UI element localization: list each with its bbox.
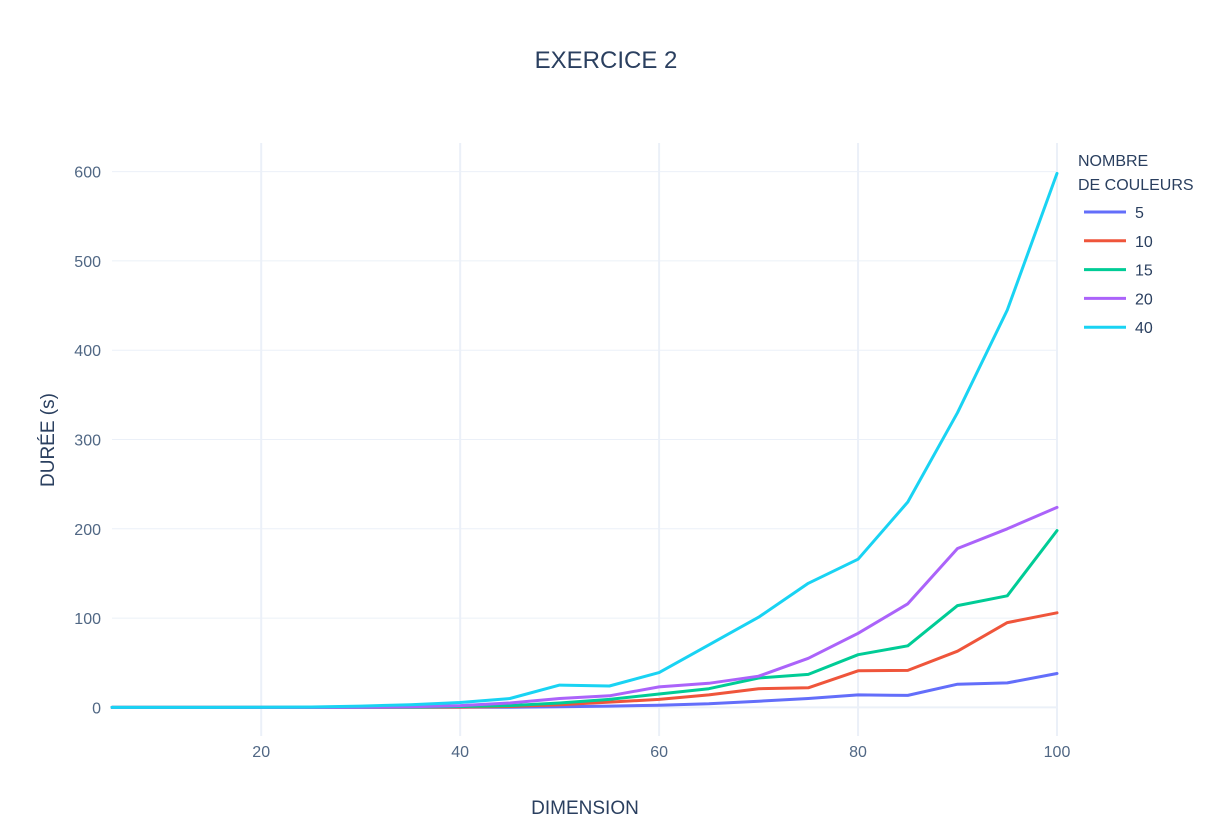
x-tick-label: 20 xyxy=(252,744,270,761)
x-axis-title: DIMENSION xyxy=(531,798,639,819)
y-tick-label: 400 xyxy=(74,343,101,360)
x-tick-label: 80 xyxy=(849,744,867,761)
series-lines xyxy=(110,171,1059,709)
legend-label: 5 xyxy=(1135,205,1144,222)
y-tick-label: 600 xyxy=(74,165,101,182)
series-line-40 xyxy=(110,171,1059,709)
legend-title-line-2: DE COULEURS xyxy=(1078,177,1194,194)
legend-item-20[interactable]: 20 xyxy=(1084,291,1153,308)
legend-item-10[interactable]: 10 xyxy=(1084,234,1153,251)
legend-item-5[interactable]: 5 xyxy=(1084,205,1144,222)
x-axis-tick-labels: 20 40 60 80 100 xyxy=(252,744,1070,761)
chart-title: EXERCICE 2 xyxy=(535,47,678,74)
y-tick-label: 100 xyxy=(74,611,101,628)
x-tick-label: 40 xyxy=(451,744,469,761)
legend-label: 20 xyxy=(1135,291,1153,308)
legend-title-line-1: NOMBRE xyxy=(1078,153,1148,170)
y-axis-title: DURÉE (s) xyxy=(38,393,59,487)
legend-label: 40 xyxy=(1135,320,1153,337)
legend-item-15[interactable]: 15 xyxy=(1084,263,1153,280)
legend: NOMBRE DE COULEURS 5 10 15 20 40 xyxy=(1078,153,1194,337)
legend-item-40[interactable]: 40 xyxy=(1084,320,1153,337)
y-tick-label: 300 xyxy=(74,433,101,450)
x-tick-label: 100 xyxy=(1044,744,1071,761)
x-tick-label: 60 xyxy=(650,744,668,761)
legend-items[interactable]: 5 10 15 20 40 xyxy=(1084,205,1153,337)
y-axis-tick-labels: 0 100 200 300 400 500 600 xyxy=(74,165,101,718)
y-tick-label: 0 xyxy=(92,700,101,717)
legend-label: 10 xyxy=(1135,234,1153,251)
y-tick-label: 500 xyxy=(74,254,101,271)
grid-lines xyxy=(112,143,1058,736)
legend-label: 15 xyxy=(1135,263,1153,280)
y-tick-label: 200 xyxy=(74,522,101,539)
